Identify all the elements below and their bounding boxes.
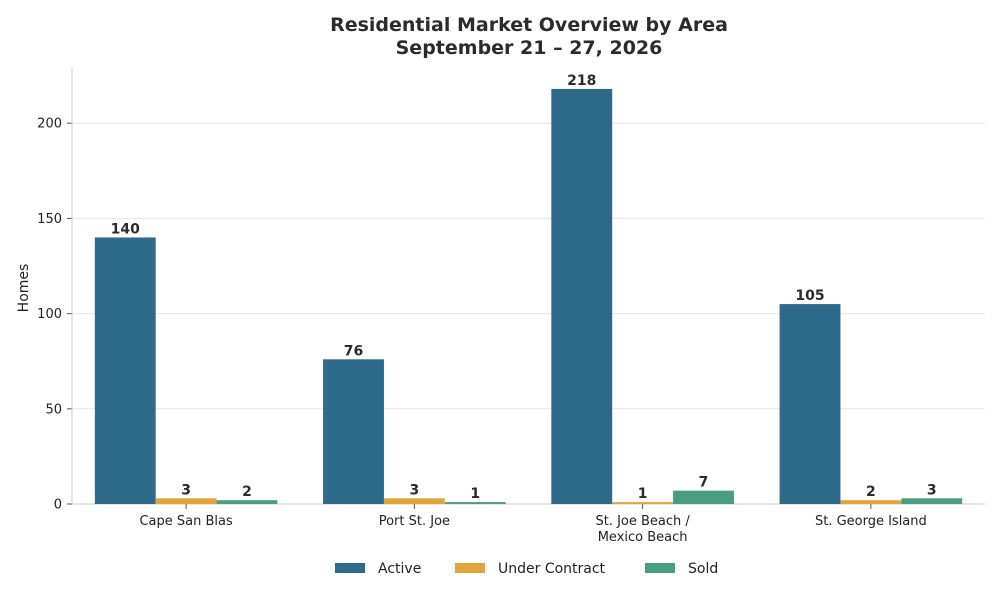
axes: [67, 68, 985, 509]
y-tick-label: 100: [37, 307, 62, 322]
y-tick-label: 0: [54, 498, 62, 513]
bars: [94, 88, 963, 505]
bar-under-contract: [612, 502, 674, 504]
bar-under-contract: [155, 498, 217, 504]
y-tick-label: 200: [37, 117, 62, 132]
data-label: 2: [242, 484, 252, 500]
x-tick-label: St. Joe Beach /: [595, 514, 690, 529]
data-label: 2: [866, 484, 876, 500]
legend-swatch: [455, 563, 485, 573]
tick-labels: 0 50 100 150 200 Cape San Blas Port St. Joe St.…: [37, 117, 927, 545]
y-axis-label: Homes: [16, 264, 32, 313]
bar-active: [323, 359, 384, 504]
bar-under-contract: [840, 500, 902, 504]
bar-sold: [901, 498, 963, 504]
data-label: 3: [927, 482, 937, 498]
data-label: 7: [699, 475, 709, 491]
bar-sold: [216, 500, 278, 504]
legend-label: Under Contract: [498, 561, 606, 577]
x-tick-label: Port St. Joe: [379, 514, 450, 529]
data-label: 1: [470, 486, 480, 502]
x-tick-label: Cape San Blas: [139, 514, 233, 529]
data-label: 105: [795, 288, 824, 304]
data-label: 140: [111, 221, 140, 237]
data-label: 76: [344, 343, 363, 359]
data-labels: 140 3 2 76 3 1 218 1 7 105 2 3: [111, 73, 937, 502]
bar-sold: [444, 502, 506, 504]
bar-active: [779, 304, 841, 504]
chart-title-line-1: Residential Market Overview by Area: [330, 14, 728, 36]
legend-label: Active: [378, 561, 421, 577]
data-label: 218: [567, 73, 596, 89]
grid-lines: [72, 122, 985, 410]
bar-sold: [673, 490, 734, 504]
legend-swatch: [335, 563, 365, 573]
bar-under-contract: [383, 498, 445, 504]
chart-title-line-2: September 21 – 27, 2026: [396, 37, 663, 59]
data-label: 3: [410, 482, 420, 498]
legend-label: Sold: [688, 561, 718, 577]
data-label: 3: [181, 482, 191, 498]
y-tick-label: 150: [37, 212, 62, 227]
x-tick-label: Mexico Beach: [598, 530, 688, 545]
legend-swatch: [645, 563, 675, 573]
legend: Active Under Contract Sold: [335, 561, 718, 577]
bar-active: [551, 88, 613, 504]
y-tick-label: 50: [45, 402, 62, 417]
data-label: 1: [638, 486, 648, 502]
x-tick-label: St. George Island: [815, 514, 927, 529]
bar-active: [94, 237, 156, 505]
